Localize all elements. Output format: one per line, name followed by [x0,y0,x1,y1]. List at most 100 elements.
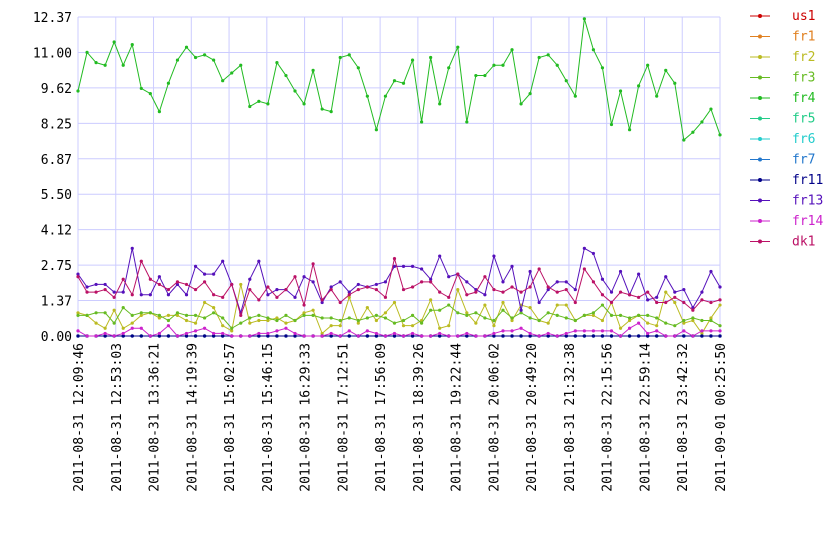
legend-label: fr13 [792,194,823,209]
data-point-fr4 [275,61,279,65]
data-point-dk1 [682,300,686,305]
data-point-fr14 [148,334,152,338]
data-point-fr13 [212,272,216,276]
data-point-fr14 [465,331,469,336]
data-point-fr11 [546,334,550,338]
data-point-dk1 [257,298,261,302]
data-point-fr14 [655,329,659,333]
data-point-fr13 [275,287,279,292]
legend-marker [758,75,762,80]
data-point-dk1 [492,287,496,292]
data-point-fr13 [438,254,442,258]
data-point-fr11 [718,334,722,338]
data-point-dk1 [501,290,505,294]
data-point-dk1 [275,295,279,299]
data-point-fr13 [94,282,98,287]
data-point-fr13 [148,293,152,297]
data-point-fr2 [627,318,632,323]
data-point-dk1 [383,295,388,299]
data-point-fr3 [193,313,198,317]
data-point-dk1 [175,280,180,284]
data-point-fr14 [121,331,125,336]
data-point-fr3 [555,313,559,317]
legend-item-us1: us1 [750,9,815,24]
data-point-fr13 [700,290,704,294]
data-point-fr4 [239,63,243,67]
data-point-dk1 [546,285,550,289]
data-point-fr2 [139,313,143,317]
data-point-dk1 [510,285,514,289]
data-point-fr4 [94,61,98,65]
data-point-fr4 [184,45,189,49]
data-point-dk1 [691,308,695,312]
data-point-fr3 [637,313,641,317]
data-point-fr2 [474,321,478,325]
data-point-fr2 [600,318,605,323]
legend-marker [758,116,762,121]
data-point-dk1 [618,290,623,294]
data-point-fr11 [627,334,632,338]
data-point-fr3 [293,318,297,323]
legend-item-fr5: fr5 [750,112,815,127]
data-point-fr2 [94,321,98,325]
data-point-dk1 [148,277,152,281]
data-point-dk1 [166,287,171,292]
data-point-fr13 [718,285,722,289]
data-point-fr11 [709,334,713,338]
data-point-fr11 [184,334,189,338]
data-point-fr4 [356,66,360,70]
series-line-fr4 [77,18,721,141]
data-point-fr11 [347,334,351,338]
series-line-fr3 [78,304,721,329]
data-point-fr2 [284,321,288,325]
data-point-fr14 [248,334,252,338]
data-point-fr3 [709,318,713,323]
data-point-fr3 [374,313,378,317]
data-point-fr11 [166,334,171,338]
data-point-dk1 [528,285,532,289]
data-point-fr13 [356,282,360,287]
data-point-fr3 [275,318,279,323]
data-point-fr14 [338,334,342,338]
legend-marker [758,178,762,182]
legend-marker [758,14,762,18]
legend-marker [758,55,762,59]
data-point-fr3 [401,318,406,323]
y-tick-label: 4.12 [41,224,72,239]
data-point-fr3 [166,318,171,323]
y-tick-label: 1.37 [41,295,72,310]
legend-item-fr3: fr3 [750,71,815,86]
data-point-dk1 [184,282,189,287]
data-point-fr2 [564,303,568,307]
data-point-fr13 [664,275,668,279]
data-point-fr2 [655,324,659,328]
data-point-fr14 [447,334,451,338]
legend-item-fr2: fr2 [750,50,815,65]
data-point-fr2 [718,303,722,307]
data-point-fr3 [655,316,659,320]
data-point-fr3 [600,303,605,307]
data-point-fr4 [700,120,704,124]
data-point-fr2 [392,300,397,305]
x-tick-label: 2011-08-31 22:15:56 [601,343,616,492]
series-fr2 [76,282,722,336]
data-point-fr2 [410,324,415,328]
data-point-fr4 [374,128,378,132]
series-fr4 [76,17,722,142]
data-point-fr2 [311,308,315,312]
data-point-fr4 [248,104,252,109]
data-point-dk1 [591,280,596,284]
data-point-fr13 [401,264,406,268]
x-tick-label: 2011-08-31 17:56:09 [374,343,389,492]
data-point-fr3 [184,313,189,317]
data-point-fr14 [302,334,306,338]
data-point-fr3 [573,318,577,323]
series-line-dk1 [77,256,721,318]
legend-marker [758,137,762,141]
data-point-dk1 [519,290,523,294]
data-point-dk1 [627,293,632,297]
legend-item-fr14: fr14 [750,214,823,229]
data-point-fr14 [76,329,80,333]
data-point-fr2 [691,318,695,323]
data-point-dk1 [302,303,306,307]
